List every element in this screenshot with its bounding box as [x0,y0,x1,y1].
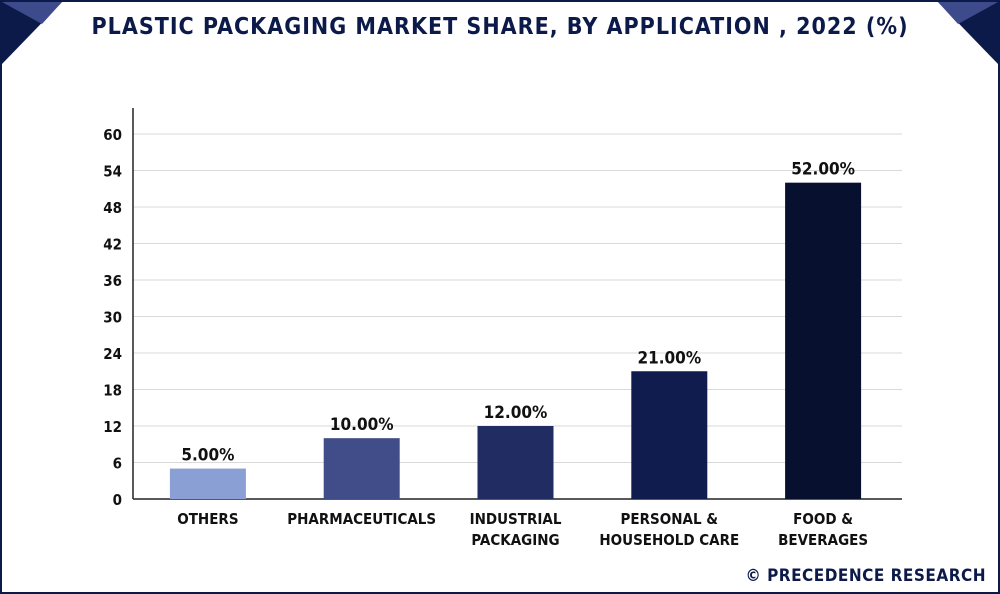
y-tick-label: 48 [103,199,122,217]
data-label: 21.00% [637,348,701,368]
x-tick-label: OTHERS [177,510,238,528]
y-tick-label: 12 [103,418,122,436]
y-tick-label: 54 [103,163,122,181]
y-tick-label: 24 [103,345,122,363]
y-tick-label: 0 [113,491,122,509]
title-banner [2,2,998,64]
bar [477,426,554,499]
y-tick-label: 36 [103,272,122,290]
x-tick-label: PHARMACEUTICALS [287,510,436,528]
chart-title: PLASTIC PACKAGING MARKET SHARE, BY APPLI… [91,14,909,40]
source-watermark: © PRECEDENCE RESEARCH [745,566,986,586]
y-tick-label: 6 [113,455,122,473]
data-label: 52.00% [791,160,855,180]
x-tick-label: BEVERAGES [778,531,868,549]
y-tick-label: 18 [103,382,122,400]
x-tick-label: INDUSTRIAL [470,510,562,528]
y-tick-label: 60 [103,126,122,144]
y-tick-label: 42 [103,236,122,254]
y-tick-label: 30 [103,309,122,327]
bar [169,468,246,499]
bar [631,371,708,499]
data-label: 5.00% [181,446,234,466]
bar [785,182,862,499]
x-tick-label: FOOD & [793,510,853,528]
x-tick-label: PERSONAL & [621,510,719,528]
x-tick-label: PACKAGING [471,531,559,549]
x-tick-label: HOUSEHOLD CARE [599,531,739,549]
data-label: 12.00% [484,403,548,423]
data-label: 10.00% [330,415,394,435]
bar [323,438,400,499]
